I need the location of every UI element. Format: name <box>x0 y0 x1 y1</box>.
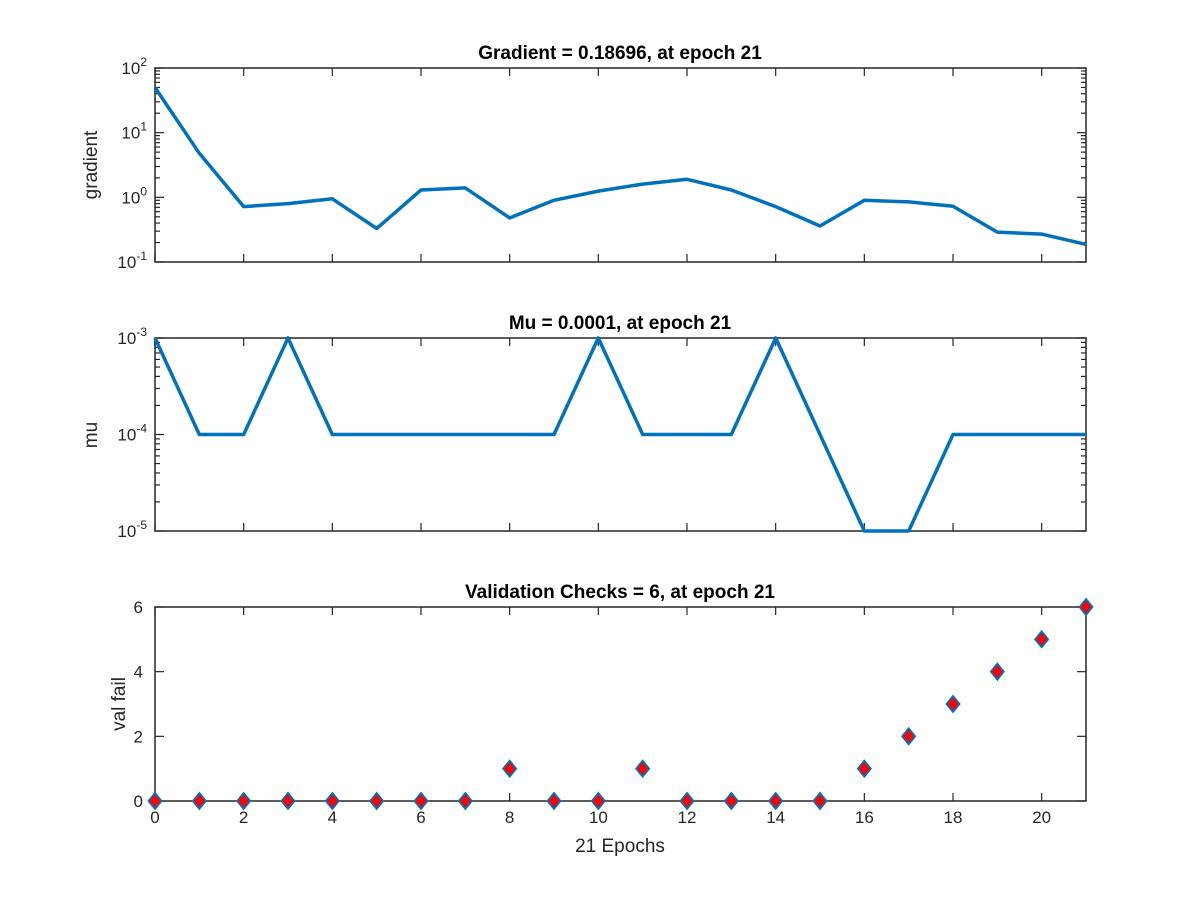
axes-box <box>154 337 1087 532</box>
y-tick-label: 10-5 <box>117 518 147 541</box>
y-tick-label: 10-1 <box>117 249 147 272</box>
validation-xlabel: 21 Epochs <box>575 836 665 857</box>
y-tick-label: 2 <box>134 727 143 746</box>
data-point-marker <box>945 694 961 714</box>
data-point-marker <box>147 791 163 811</box>
x-tick-label: 18 <box>944 808 963 827</box>
axes-box <box>154 606 1087 802</box>
validation-panel: Validation Checks = 6, at epoch 21 val f… <box>109 582 1094 857</box>
x-tick-label: 16 <box>855 808 874 827</box>
gradient-panel: Gradient = 0.18696, at epoch 21 gradient… <box>81 43 1087 272</box>
data-point-marker <box>457 791 473 811</box>
data-point-marker <box>546 791 562 811</box>
x-tick-label: 2 <box>239 808 248 827</box>
data-point-marker <box>502 759 518 779</box>
y-tick-label: 100 <box>121 184 147 207</box>
y-tick-label: 102 <box>121 55 147 78</box>
data-point-marker <box>723 791 739 811</box>
data-point-marker <box>1078 597 1094 617</box>
data-point-marker <box>812 791 828 811</box>
y-tick-label: 10-3 <box>117 325 147 348</box>
data-point-marker <box>768 791 784 811</box>
mu-panel: Mu = 0.0001, at epoch 21 mu 10-5 10-4 10-3 <box>81 313 1087 541</box>
series-line <box>153 336 1086 533</box>
data-point-marker <box>236 791 252 811</box>
mu-ylabel: mu <box>81 422 102 448</box>
data-point-marker <box>369 791 385 811</box>
y-tick-label: 0 <box>134 792 143 811</box>
data-point-marker <box>856 759 872 779</box>
validation-title: Validation Checks = 6, at epoch 21 <box>465 582 775 603</box>
x-tick-label: 10 <box>589 808 608 827</box>
y-tick-label: 10-4 <box>117 422 147 445</box>
axes-box <box>154 67 1087 263</box>
series-line <box>153 86 1087 247</box>
mu-title: Mu = 0.0001, at epoch 21 <box>509 313 732 334</box>
data-point-marker <box>635 759 651 779</box>
x-tick-label: 6 <box>416 808 425 827</box>
x-tick-label: 0 <box>150 808 159 827</box>
y-tick-label: 4 <box>134 663 143 682</box>
data-point-marker <box>413 791 429 811</box>
gradient-title: Gradient = 0.18696, at epoch 21 <box>478 43 762 64</box>
data-point-marker <box>191 791 207 811</box>
data-point-marker <box>324 791 340 811</box>
data-point-marker <box>1034 629 1050 649</box>
x-tick-label: 12 <box>678 808 697 827</box>
y-tick-label: 6 <box>134 598 143 617</box>
data-point-marker <box>590 791 606 811</box>
y-tick-label: 101 <box>121 120 147 143</box>
x-tick-label: 20 <box>1032 808 1051 827</box>
data-point-marker <box>280 791 296 811</box>
x-tick-label: 4 <box>328 808 337 827</box>
data-point-marker <box>679 791 695 811</box>
x-tick-label: 14 <box>766 808 785 827</box>
x-tick-label: 8 <box>505 808 514 827</box>
data-point-marker <box>989 662 1005 682</box>
gradient-ylabel: gradient <box>81 130 102 199</box>
data-point-marker <box>901 726 917 746</box>
validation-ylabel: val fail <box>109 677 130 731</box>
